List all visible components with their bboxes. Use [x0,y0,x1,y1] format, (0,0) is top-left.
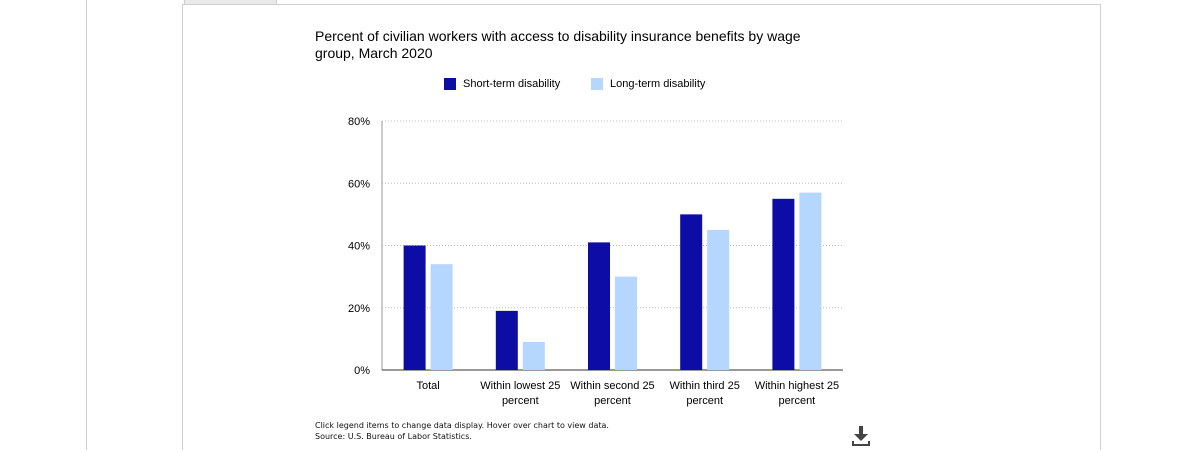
y-tick-label: 60% [348,178,370,190]
bar-short-term[interactable] [403,245,426,371]
chart-title: Percent of civilian workers with access … [315,28,801,61]
bar-long-term[interactable] [615,276,637,370]
x-tick-label: Within third 25 [670,380,740,392]
x-tick-label: Within highest 25 [755,380,839,392]
chart-legend: Short-term disability Long-term disabili… [0,76,1192,92]
legend-label-short-term: Short-term disability [463,78,561,90]
bar-short-term[interactable] [588,242,610,370]
legend-item-short-term[interactable]: Short-term disability [444,76,560,92]
bar-long-term[interactable] [522,341,545,370]
chart-instructions: Click legend items to change data displa… [315,421,609,430]
y-tick-label: 0% [354,365,370,377]
y-tick-label: 80% [348,116,370,128]
bar-short-term[interactable] [495,310,518,370]
x-tick-label: Within lowest 25 [480,380,560,392]
legend-item-long-term[interactable]: Long-term disability [591,76,705,92]
x-tick-label: percent [502,395,539,407]
bar-short-term[interactable] [680,214,703,370]
x-tick-label: percent [686,395,723,407]
download-button[interactable] [849,424,873,448]
bar-long-term[interactable] [707,229,730,370]
legend-swatch-long-term [591,78,603,90]
x-tick-label: percent [594,395,631,407]
bar-short-term[interactable] [772,198,795,370]
chart-panel [182,4,1101,450]
bar-long-term[interactable] [430,264,453,370]
legend-label-long-term: Long-term disability [610,78,706,90]
x-tick-label: Total [416,380,439,392]
x-tick-label: percent [779,395,816,407]
download-icon [852,426,870,446]
y-tick-label: 40% [348,241,370,253]
page-divider [86,0,87,450]
bar-long-term[interactable] [799,192,822,370]
x-tick-label: Within second 25 [570,380,654,392]
chart-source: Source: U.S. Bureau of Labor Statistics. [315,432,472,441]
y-tick-label: 20% [348,303,370,315]
legend-swatch-short-term [444,78,456,90]
